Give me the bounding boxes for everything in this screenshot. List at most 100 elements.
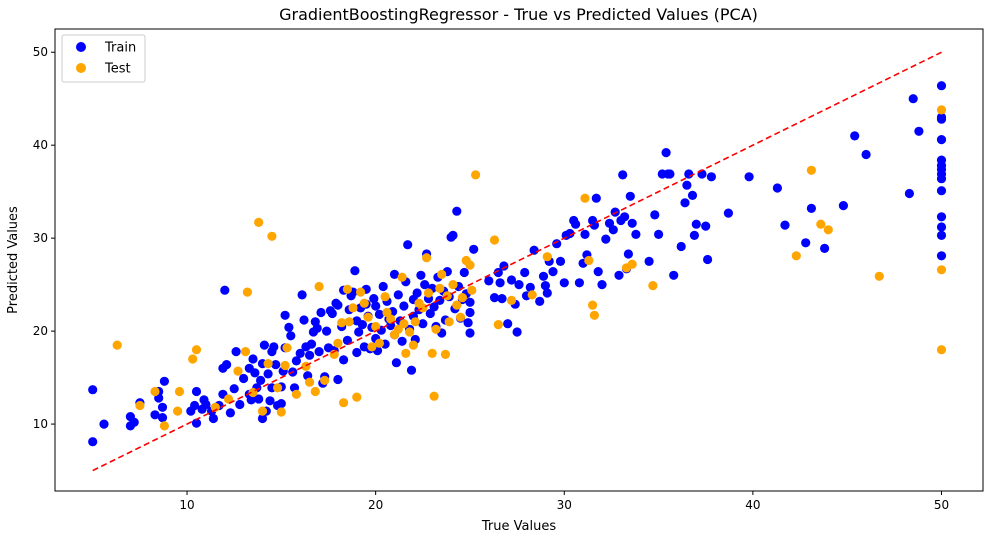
data-point bbox=[527, 290, 537, 300]
data-point bbox=[791, 251, 801, 261]
data-point bbox=[469, 244, 479, 254]
legend-marker-train bbox=[76, 42, 86, 52]
data-point bbox=[565, 228, 575, 239]
data-point bbox=[463, 318, 473, 328]
data-point bbox=[357, 320, 367, 330]
data-point bbox=[422, 253, 432, 263]
data-point bbox=[273, 383, 283, 393]
data-point bbox=[936, 265, 947, 275]
data-point bbox=[356, 287, 366, 297]
data-point bbox=[682, 180, 692, 190]
data-point bbox=[408, 340, 418, 350]
data-point bbox=[431, 324, 441, 334]
y-tick-label: 40 bbox=[33, 138, 48, 152]
data-point bbox=[191, 418, 202, 428]
data-point bbox=[588, 300, 598, 310]
data-point bbox=[506, 275, 517, 285]
data-point bbox=[936, 186, 947, 196]
data-point bbox=[495, 278, 505, 288]
data-point bbox=[297, 290, 307, 300]
data-point bbox=[263, 369, 273, 379]
data-point bbox=[99, 419, 109, 429]
data-point bbox=[239, 373, 249, 384]
data-point bbox=[306, 339, 317, 349]
data-point bbox=[820, 243, 830, 253]
data-point bbox=[403, 240, 413, 250]
data-point bbox=[459, 267, 469, 278]
data-point bbox=[591, 193, 601, 203]
data-point bbox=[904, 188, 915, 199]
data-point bbox=[936, 105, 947, 115]
data-point bbox=[538, 271, 549, 281]
data-point bbox=[625, 191, 635, 201]
data-point bbox=[623, 249, 634, 259]
data-point bbox=[374, 309, 384, 319]
data-point bbox=[280, 360, 290, 371]
data-point bbox=[256, 375, 266, 385]
data-point bbox=[823, 225, 833, 235]
data-point bbox=[280, 310, 290, 320]
data-point bbox=[418, 303, 428, 313]
data-point bbox=[391, 358, 401, 368]
data-point bbox=[542, 252, 552, 262]
data-point bbox=[520, 267, 530, 278]
legend-marker-test bbox=[76, 63, 86, 73]
data-point bbox=[706, 172, 717, 182]
data-point bbox=[412, 288, 422, 298]
data-point bbox=[271, 360, 281, 370]
data-point bbox=[276, 399, 286, 409]
data-point bbox=[389, 269, 400, 279]
data-point bbox=[850, 131, 860, 141]
data-point bbox=[936, 345, 947, 355]
data-point bbox=[908, 94, 918, 104]
data-point bbox=[282, 343, 292, 353]
data-point bbox=[806, 165, 817, 175]
data-point bbox=[269, 342, 279, 352]
data-point bbox=[359, 298, 369, 308]
data-point bbox=[816, 219, 826, 229]
legend-label-train: Train bbox=[104, 41, 136, 56]
data-point bbox=[499, 261, 509, 271]
data-point bbox=[780, 220, 790, 230]
data-point bbox=[608, 225, 618, 235]
data-point bbox=[305, 377, 315, 387]
data-point bbox=[772, 183, 783, 193]
data-point bbox=[618, 170, 628, 180]
data-point bbox=[322, 326, 332, 336]
data-point bbox=[399, 301, 409, 311]
data-point bbox=[580, 193, 590, 203]
data-point bbox=[312, 323, 322, 333]
data-point bbox=[229, 384, 239, 394]
series-test bbox=[112, 105, 947, 431]
data-point bbox=[452, 206, 462, 216]
data-point bbox=[650, 210, 660, 220]
data-point bbox=[222, 360, 232, 370]
y-tick-label: 10 bbox=[33, 417, 48, 431]
data-point bbox=[838, 201, 849, 211]
data-point bbox=[173, 406, 183, 416]
data-point bbox=[327, 308, 337, 319]
data-point bbox=[191, 386, 202, 397]
data-point bbox=[627, 218, 637, 228]
data-point bbox=[687, 190, 698, 200]
plot-frame bbox=[54, 28, 984, 492]
data-point bbox=[344, 317, 354, 327]
data-point bbox=[552, 239, 562, 249]
data-point bbox=[150, 410, 160, 420]
data-point bbox=[571, 219, 581, 229]
x-tick-label: 10 bbox=[179, 498, 194, 512]
data-point bbox=[429, 391, 439, 401]
data-point bbox=[314, 347, 324, 357]
x-ticks: 10 20 30 40 50 bbox=[179, 491, 949, 512]
data-point bbox=[420, 280, 430, 290]
data-point bbox=[540, 281, 551, 291]
data-point bbox=[267, 231, 277, 241]
data-point bbox=[339, 355, 349, 365]
data-point bbox=[648, 281, 658, 291]
data-point bbox=[548, 267, 558, 277]
data-point bbox=[620, 212, 630, 222]
data-point bbox=[914, 126, 924, 136]
points-layer bbox=[88, 81, 947, 447]
data-point bbox=[465, 260, 475, 270]
x-tick-label: 20 bbox=[368, 498, 383, 512]
